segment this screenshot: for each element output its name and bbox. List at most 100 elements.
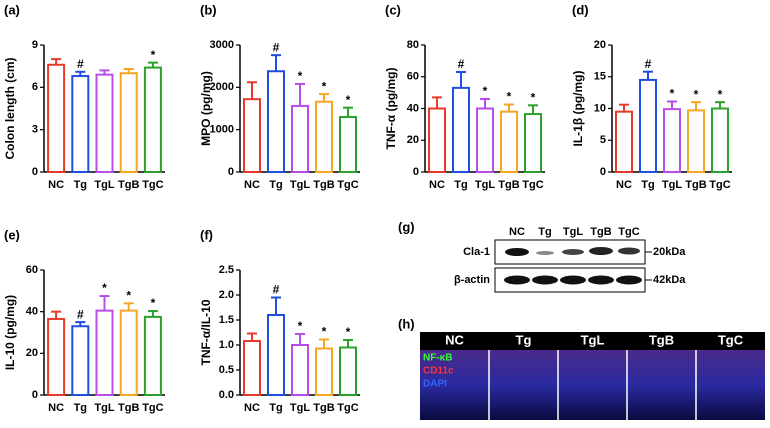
y-tick-label: 0.5 <box>219 364 234 376</box>
y-axis-label: IL-1β (pg/mg) <box>571 71 585 147</box>
bar <box>339 346 357 396</box>
y-tick-label: 2.5 <box>219 264 234 276</box>
x-tick-label: TgC <box>709 179 730 191</box>
y-axis-label: Colon length (cm) <box>3 58 17 160</box>
significance: * <box>322 79 327 93</box>
y-tick-label: 80 <box>407 39 419 51</box>
x-tick-label: TgC <box>337 179 358 191</box>
group-label: TgB <box>649 332 674 347</box>
blot-row-label: Cla-1 <box>463 246 490 258</box>
x-tick-label: TgL <box>475 179 495 191</box>
lane-label: NC <box>509 226 525 238</box>
bar <box>119 72 138 173</box>
y-tick-label: 1.0 <box>219 339 234 351</box>
bar <box>663 108 681 174</box>
x-tick-label: TgB <box>313 402 334 414</box>
bar <box>267 70 285 173</box>
y-tick-label: 5 <box>600 134 606 146</box>
bar <box>476 107 494 173</box>
y-tick-label: 40 <box>407 102 419 114</box>
significance: # <box>273 40 280 54</box>
x-tick-label: TgB <box>118 402 139 414</box>
bar <box>639 78 657 173</box>
panel-label: (b) <box>200 2 217 17</box>
bar <box>95 309 114 396</box>
blot-row-label: β-actin <box>454 274 490 286</box>
y-tick-label: 15 <box>594 71 606 83</box>
x-tick-label: TgB <box>118 179 139 191</box>
x-tick-label: TgB <box>498 179 519 191</box>
bar <box>47 63 66 173</box>
significance: * <box>346 325 351 339</box>
bar <box>615 110 633 174</box>
stain-label: DAPI <box>423 379 447 390</box>
y-tick-label: 0 <box>32 166 38 178</box>
x-tick-label: TgC <box>142 179 163 191</box>
significance: * <box>298 69 303 83</box>
x-tick-label: TgB <box>685 179 706 191</box>
y-tick-label: 40 <box>26 306 38 318</box>
group-label: TgC <box>718 332 744 347</box>
x-tick-label: TgL <box>290 402 310 414</box>
significance: # <box>77 57 84 71</box>
panel-label: (c) <box>385 2 401 17</box>
bar <box>243 340 261 396</box>
x-tick-label: TgL <box>94 402 114 414</box>
group-label: NC <box>445 332 464 347</box>
lane-label: TgL <box>563 226 583 238</box>
stain-label: NF-κB <box>423 353 452 364</box>
panel-label: (d) <box>572 2 589 17</box>
image-header <box>420 332 765 350</box>
significance: # <box>458 57 465 71</box>
y-tick-label: 0 <box>228 166 234 178</box>
bar <box>143 315 162 396</box>
y-tick-label: 10 <box>594 102 606 114</box>
bar <box>95 73 114 173</box>
x-tick-label: Tg <box>74 179 87 191</box>
blot-size: 20kDa <box>653 246 686 258</box>
bar <box>428 107 446 173</box>
significance: * <box>694 87 699 101</box>
bar <box>71 75 90 173</box>
x-tick-label: Tg <box>269 402 282 414</box>
y-tick-label: 6 <box>32 81 38 93</box>
x-tick-label: TgL <box>662 179 682 191</box>
x-tick-label: Tg <box>269 179 282 191</box>
bar <box>500 110 518 174</box>
y-tick-label: 9 <box>32 39 38 51</box>
significance: * <box>718 87 723 101</box>
panel-label: (a) <box>4 2 20 17</box>
significance: * <box>531 90 536 104</box>
y-tick-label: 20 <box>26 347 38 359</box>
bar <box>315 100 333 173</box>
y-tick-label: 0 <box>32 389 38 401</box>
y-axis-label: IL-10 (pg/mg) <box>3 295 17 370</box>
x-tick-label: TgC <box>337 402 358 414</box>
x-tick-label: TgC <box>142 402 163 414</box>
significance: * <box>670 87 675 101</box>
x-tick-label: TgL <box>290 179 310 191</box>
blot-bands <box>504 247 642 285</box>
panel-label: (h) <box>398 316 415 331</box>
image-tissue <box>420 350 765 420</box>
bar <box>315 347 333 396</box>
x-tick-label: NC <box>48 179 64 191</box>
x-tick-label: Tg <box>74 402 87 414</box>
y-tick-label: 3 <box>32 124 38 136</box>
y-tick-label: 0 <box>413 166 419 178</box>
group-label: TgL <box>581 332 605 347</box>
bar <box>267 314 285 396</box>
lane-label: TgC <box>618 226 639 238</box>
y-axis-label: TNF-α (pg/mg) <box>384 67 398 149</box>
significance: # <box>273 283 280 297</box>
significance: # <box>645 57 652 71</box>
significance: * <box>151 296 156 310</box>
x-tick-label: NC <box>616 179 632 191</box>
panel-label: (e) <box>4 227 20 242</box>
bar <box>47 317 66 397</box>
bar <box>119 309 138 396</box>
bar <box>291 344 309 396</box>
y-tick-label: 20 <box>407 134 419 146</box>
significance: # <box>77 307 84 321</box>
